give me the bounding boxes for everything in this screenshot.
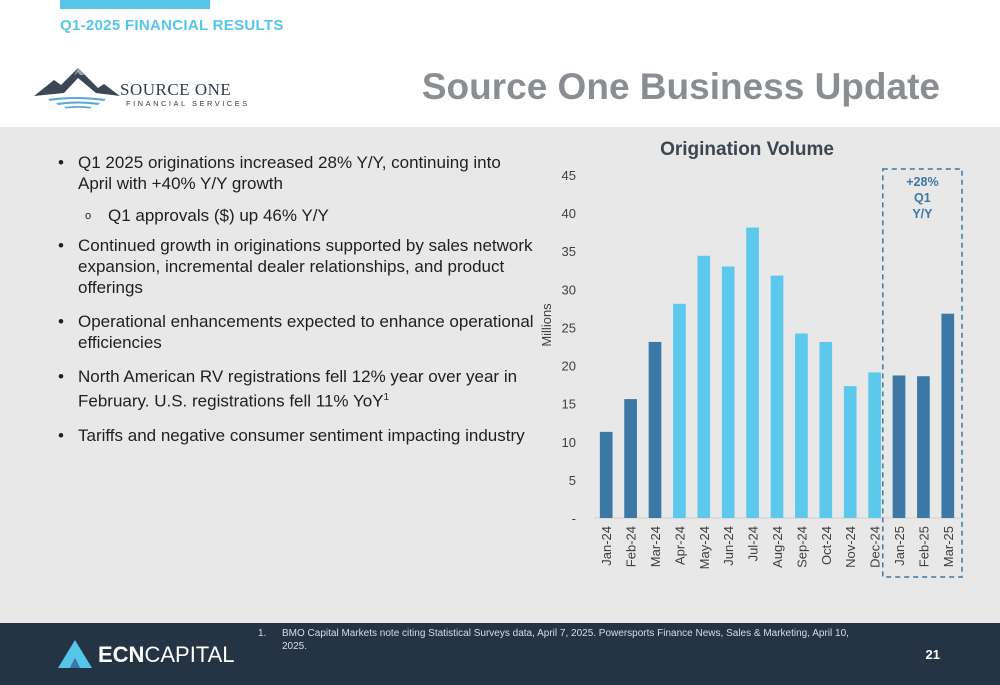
bullet-text: Q1 2025 originations increased 28% Y/Y, … (78, 153, 501, 193)
footnote-number: 1. (258, 628, 267, 639)
y-tick-label: 45 (562, 168, 576, 183)
mountain-logo-icon (34, 68, 120, 109)
sub-bullet-item: o Q1 approvals ($) up 46% Y/Y (58, 205, 538, 226)
bullet-dot-icon: • (58, 236, 64, 255)
footer: ECNCAPITAL 1. BMO Capital Markets note c… (0, 623, 1000, 685)
bar-apr-24 (673, 303, 686, 518)
bullet-text: Q1 approvals ($) up 46% Y/Y (108, 206, 329, 225)
y-tick-label: 5 (569, 473, 576, 488)
x-tick-label: Feb-25 (916, 526, 931, 567)
bullet-item: • North American RV registrations fell 12… (58, 366, 538, 412)
bullet-text: Continued growth in originations support… (78, 236, 533, 297)
content-panel (0, 127, 1000, 623)
y-tick-label: 20 (562, 359, 576, 374)
x-tick-label: Mar-25 (941, 526, 956, 567)
bar-oct-24 (819, 341, 833, 518)
x-tick-label: Jan-25 (892, 526, 907, 566)
bullet-dot-icon: • (58, 367, 64, 386)
x-tick-label: Feb-24 (624, 526, 639, 567)
page-title: Source One Business Update (421, 66, 940, 107)
bullet-dot-icon: • (58, 425, 64, 445)
page-number: 21 (925, 647, 940, 662)
y-axis-label: Millions (539, 303, 554, 347)
x-tick-label: Jun-24 (721, 526, 736, 566)
y-tick-label: 15 (562, 397, 576, 412)
bar-mar-25 (941, 313, 955, 518)
logo-subtitle: FINANCIAL SERVICES (126, 99, 250, 108)
q1-highlight-box (882, 168, 963, 578)
x-tick-label: Aug-24 (770, 526, 785, 568)
y-tick-label: 10 (562, 435, 576, 450)
bar-sep-24 (795, 333, 808, 518)
x-tick-label: Oct-24 (819, 526, 834, 565)
bar-dec-24 (868, 372, 881, 518)
bullet-dot-icon: • (58, 312, 64, 331)
x-tick-label: Dec-24 (868, 526, 883, 568)
bullet-text: Tariffs and negative consumer sentiment … (78, 425, 525, 445)
y-tick-label: 35 (562, 244, 576, 259)
y-tick-label: 25 (562, 320, 576, 335)
bar-jun-24 (721, 266, 735, 518)
y-tick-label: - (572, 511, 576, 526)
x-tick-label: Nov-24 (843, 526, 858, 568)
bar-aug-24 (770, 275, 784, 518)
footnote-ref: 1 (383, 392, 390, 403)
bullet-text: North American RV registrations fell 12%… (78, 367, 518, 411)
bullet-dot-icon: • (58, 153, 64, 172)
bullet-list: • Q1 2025 originations increased 28% Y/Y,… (58, 152, 538, 459)
circle-bullet-icon: o (85, 210, 92, 222)
y-tick-label: 40 (562, 206, 576, 221)
source-one-logo: SOURCE ONE FINANCIAL SERVICES (34, 66, 264, 112)
bullet-item: • Q1 2025 originations increased 28% Y/Y,… (58, 152, 538, 194)
ecn-bold-text: ECN (98, 642, 145, 667)
x-tick-label: Mar-24 (648, 526, 663, 567)
origination-volume-chart: Origination Volume - 5 10 15 20 25 30 35 40 45 Mill… (530, 130, 980, 590)
x-tick-label: Sep-24 (794, 526, 809, 568)
y-tick-label: 30 (562, 282, 576, 297)
bullet-text: Operational enhancements expected to enh… (78, 312, 534, 352)
x-tick-label: Jan-24 (599, 526, 614, 566)
annotation-text: Q1 (914, 191, 931, 205)
bar-feb-25 (917, 376, 930, 518)
bullet-item: • Tariffs and negative consumer sentiment… (58, 425, 538, 446)
bar-may-24 (697, 255, 711, 518)
top-accent-bar (60, 0, 210, 9)
bar-nov-24 (843, 386, 857, 518)
bar-chart-svg: Origination Volume - 5 10 15 20 25 30 35 40 45 Mill… (539, 139, 963, 578)
x-tick-label: Apr-24 (672, 526, 687, 565)
section-label: Q1-2025 FINANCIAL RESULTS (60, 17, 284, 34)
x-tick-label: Jul-24 (746, 526, 761, 561)
bullet-item: • Continued growth in originations suppor… (58, 235, 538, 298)
bar-jul-24 (746, 227, 759, 518)
bullet-item: • Operational enhancements expected to en… (58, 311, 538, 353)
ecn-capital-logo: ECNCAPITAL (58, 640, 248, 670)
bar-jan-25 (892, 375, 906, 518)
ecn-wordmark: ECNCAPITAL (98, 642, 235, 668)
ecn-triangle-icon (58, 640, 92, 668)
logo-wordmark: SOURCE ONE (120, 80, 232, 99)
capital-text: CAPITAL (144, 642, 235, 667)
footnote-text: BMO Capital Markets note citing Statisti… (282, 628, 849, 652)
annotation-text: +28% (906, 175, 938, 189)
bar-jan-24 (599, 431, 613, 518)
chart-title: Origination Volume (660, 139, 834, 160)
annotation-text: Y/Y (912, 207, 933, 221)
bar-mar-24 (648, 341, 662, 518)
bar-feb-24 (624, 399, 637, 518)
x-tick-label: May-24 (697, 526, 712, 569)
